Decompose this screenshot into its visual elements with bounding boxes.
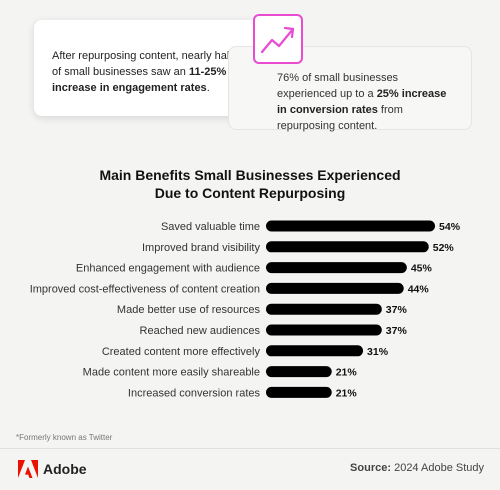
engagement-callout-highlight: 11-25% increase in engagement rates [52,66,227,94]
source-value: 2024 Adobe Study [394,462,484,474]
value-label: 52% [433,242,455,254]
chart-title-line-2: Due to Content Repurposing [154,185,346,201]
engagement-callout-end: . [206,82,210,94]
value-label: 31% [367,346,389,358]
source-label: Source: [350,462,392,474]
bar [266,220,436,232]
engagement-callout-text: After repurposing content, nearly half o… [52,50,233,78]
category-label: Saved valuable time [161,221,260,233]
value-label: 54% [439,221,461,233]
bar [266,386,332,398]
trending-up-badge [253,14,303,64]
bar [266,366,332,378]
benefits-bar-chart: Saved valuable time 54% Improved brand vis… [30,220,461,399]
chart-title-line-1: Main Benefits Small Businesses Experienc… [99,167,401,183]
value-label: 21% [336,367,358,379]
category-label: Made better use of resources [117,304,261,316]
category-label: Improved cost-effectiveness of content c… [30,283,260,295]
value-label: 44% [408,283,430,295]
conversion-callout-text: 76% of small businesses experienced up t… [277,72,399,100]
category-label: Made content more easily shareable [83,367,260,379]
category-label: Created content more effectively [102,346,261,358]
conversion-callout-end: from repurposing content. [277,104,403,132]
adobe-logo: Adobe [18,459,87,479]
trending-up-icon [260,26,295,54]
value-label: 45% [411,263,433,275]
category-label: Increased conversion rates [128,387,261,399]
category-label: Enhanced engagement with audience [76,263,260,275]
bar [266,262,407,274]
conversion-callout-highlight: 25% increase in conversion rates [277,88,447,116]
footnote: *Formerly known as Twitter [16,433,113,442]
value-label: 21% [336,387,358,399]
adobe-logo-icon [18,460,38,478]
footer-divider [0,448,500,449]
category-label: Improved brand visibility [142,242,260,254]
bar [266,324,382,336]
bar [266,345,364,357]
source-note: Source: 2024 Adobe Study [350,462,484,474]
value-label: 37% [386,304,408,316]
category-label: Reached new audiences [140,325,261,337]
engagement-callout-card: After repurposing content, nearly half o… [34,20,259,116]
bar [266,303,382,315]
adobe-logo-text: Adobe [43,461,87,477]
bar [266,241,429,253]
chart-title: Main Benefits Small Businesses Experienc… [60,166,440,202]
value-label: 37% [386,325,408,337]
bar [266,282,404,294]
